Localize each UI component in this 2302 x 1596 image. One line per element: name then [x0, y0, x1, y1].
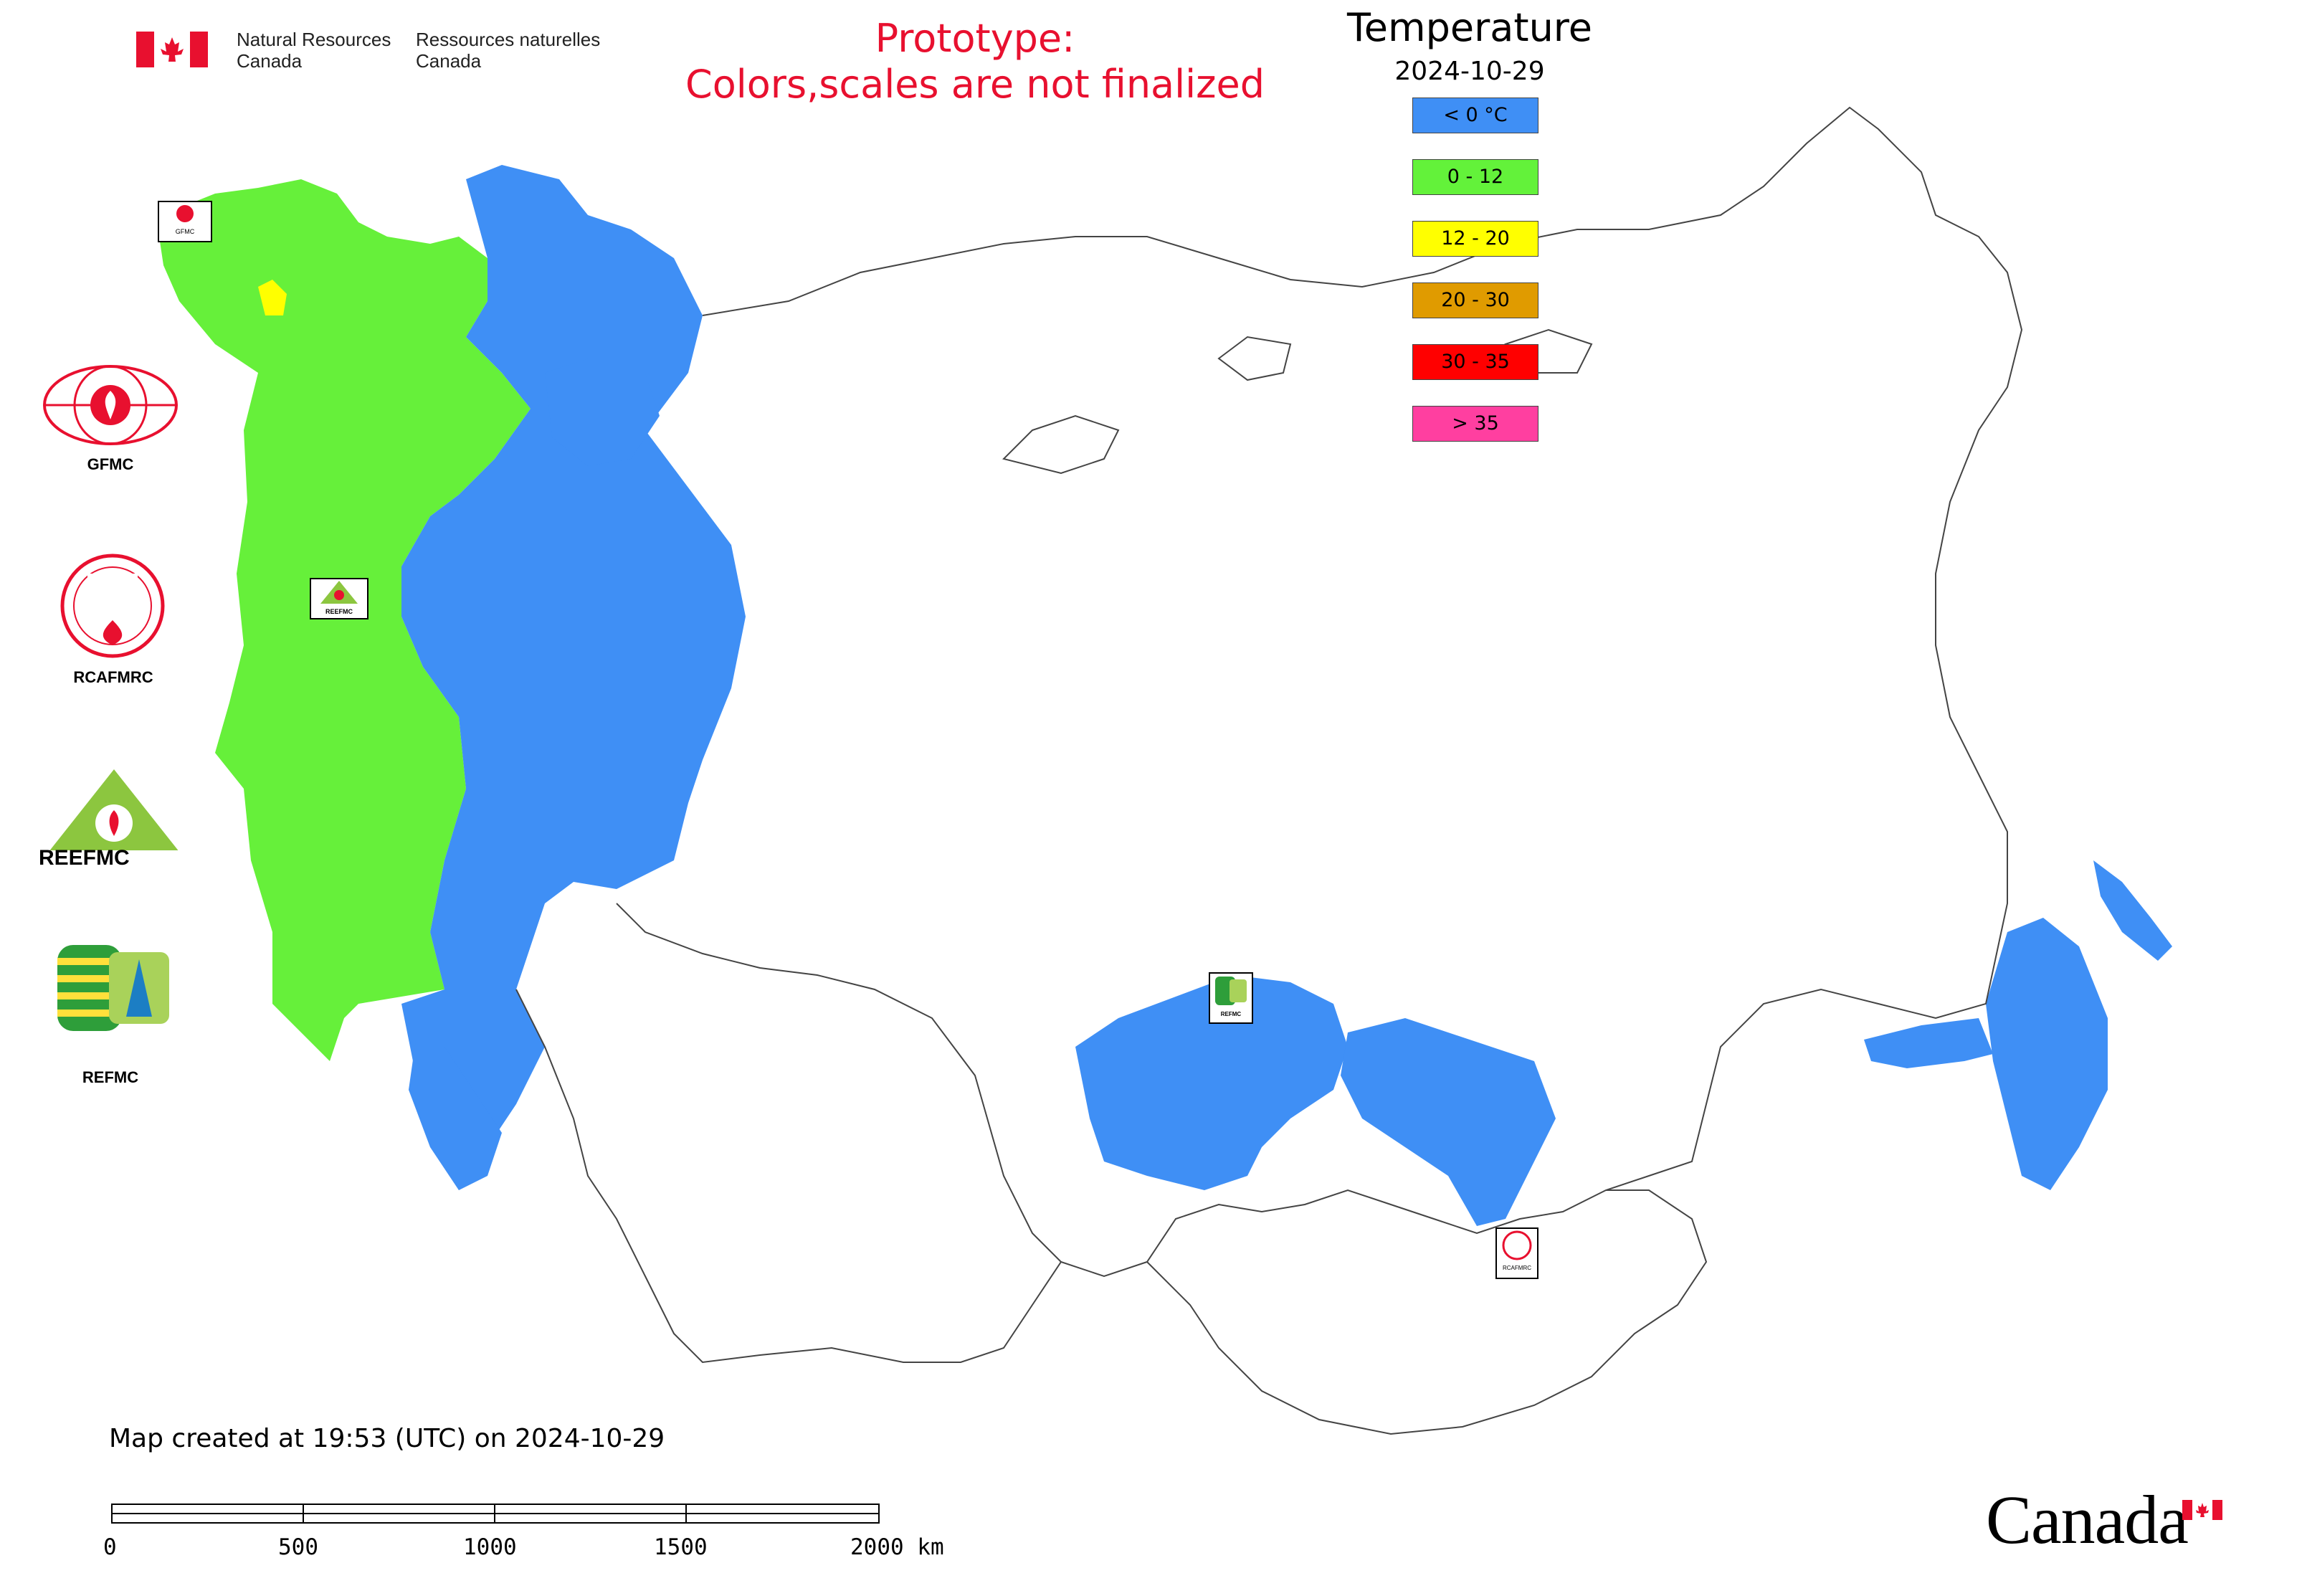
refmc-marker-icon: [1215, 977, 1247, 1005]
country-outline: [616, 106, 2023, 1278]
dept-en-line2: Canada: [237, 50, 303, 72]
rcafmrc-logo-icon: [60, 554, 165, 658]
legend-swatch: 0 - 12: [1412, 159, 1538, 195]
prototype-line2: Colors,scales are not finalized: [685, 62, 1265, 107]
mongolia-outline: [1146, 1189, 1708, 1435]
region-below-zero-siberia: [1075, 975, 1348, 1190]
canada-wordmark: Canada: [1986, 1481, 2189, 1558]
org-label-refmc: REFMC: [82, 1068, 139, 1086]
rcafmrc-marker-icon: [1502, 1230, 1532, 1260]
legend-swatch: > 35: [1412, 406, 1538, 442]
scale-label-2000: 2000 km: [850, 1534, 944, 1560]
department-name-fr: Ressources naturelles Canada: [416, 29, 600, 72]
dept-en-line1: Natural Resources: [237, 29, 391, 50]
org-label-gfmc: GFMC: [87, 455, 134, 473]
region-below-zero-caspian: [409, 1040, 502, 1190]
region-below-zero-sakhalin: [2093, 860, 2172, 961]
region-0-12-north: [387, 237, 473, 330]
marker-refmc[interactable]: REFMC: [1209, 972, 1253, 1024]
scale-label-500: 500: [278, 1534, 318, 1560]
region-below-zero-amur: [1864, 1018, 1993, 1068]
scale-label-1500: 1500: [654, 1534, 708, 1560]
gfmc-logo-icon: [43, 365, 178, 445]
org-label-rcafmrc: RCAFMRC: [73, 668, 153, 686]
scale-label-0: 0: [103, 1534, 117, 1560]
legend-date: 2024-10-29: [1394, 57, 1545, 86]
legend-swatch: 12 - 20: [1412, 221, 1538, 257]
reefmc-marker-icon: [320, 581, 358, 604]
marker-gfmc[interactable]: GFMC: [158, 201, 212, 242]
region-below-zero-far-east: [1986, 918, 2108, 1190]
marker-gfmc-label: GFMC: [175, 228, 195, 235]
canada-wordmark-flag-icon: [2182, 1500, 2222, 1520]
legend-title: Temperature: [1346, 5, 1593, 50]
kazakhstan-outline: [515, 989, 1062, 1364]
dept-fr-line1: Ressources naturelles: [416, 29, 601, 50]
org-label-reefmc: REEFMC: [39, 846, 130, 870]
refmc-logo-icon: [57, 945, 169, 1031]
department-name-en: Natural Resources Canada: [237, 29, 391, 72]
marker-reefmc-label: REEFMC: [325, 608, 353, 615]
canada-flag-icon: [136, 32, 208, 67]
region-below-zero-west: [401, 165, 746, 1190]
map-created-text: Map created at 19:53 (UTC) on 2024-10-29: [109, 1424, 665, 1453]
legend-swatch: 20 - 30: [1412, 282, 1538, 318]
region-0-12: [159, 179, 531, 1061]
reefmc-logo-icon: [39, 769, 189, 866]
region-below-zero-baikal: [1341, 1018, 1556, 1226]
region-12-20: [258, 280, 287, 315]
marker-refmc-label: REFMC: [1220, 1011, 1242, 1017]
region-below-zero-kola: [545, 358, 660, 466]
marker-rcafmrc-label: RCAFMRC: [1503, 1265, 1531, 1271]
marker-reefmc[interactable]: REEFMC: [310, 578, 368, 619]
gfmc-marker-icon: [176, 205, 194, 222]
marker-rcafmrc[interactable]: RCAFMRC: [1495, 1227, 1538, 1279]
dept-fr-line2: Canada: [416, 50, 482, 72]
prototype-notice: Prototype: Colors,scales are not finaliz…: [617, 16, 1333, 108]
legend-swatch: 30 - 35: [1412, 344, 1538, 380]
prototype-line1: Prototype:: [875, 16, 1075, 61]
scale-label-1000: 1000: [463, 1534, 517, 1560]
legend-swatch: < 0 °C: [1412, 98, 1538, 133]
scale-bar: [111, 1504, 880, 1524]
